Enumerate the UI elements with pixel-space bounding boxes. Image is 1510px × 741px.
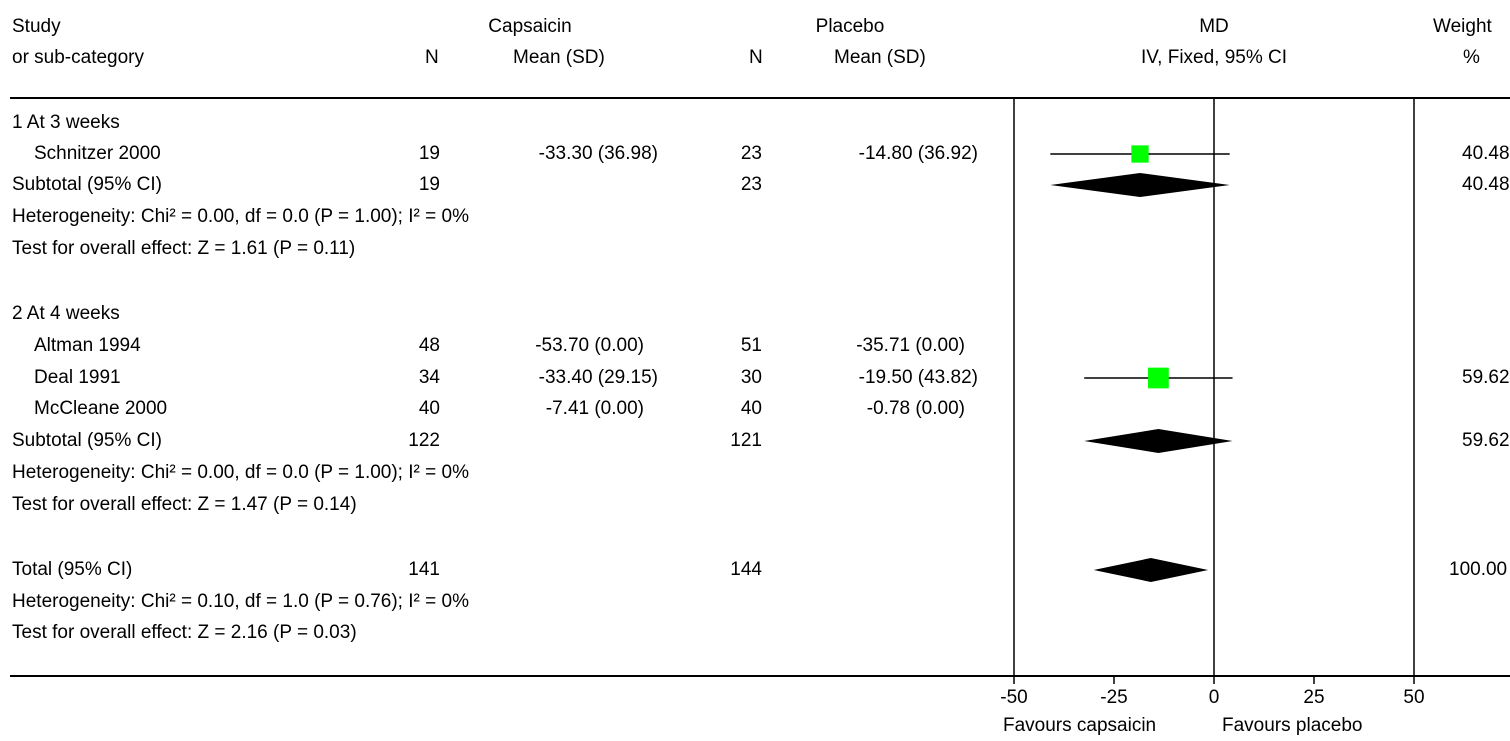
subgroup-title: 1 At 3 weeks bbox=[12, 112, 120, 133]
control-mean-sd: -14.80 (36.92) bbox=[858, 143, 978, 164]
x-tick-label: -25 bbox=[1100, 687, 1127, 708]
md-method-header: IV, Fixed, 95% CI bbox=[1140, 47, 1288, 68]
study-name: Schnitzer 2000 bbox=[34, 143, 161, 164]
treatment-n: 48 bbox=[418, 335, 440, 356]
x-tick-label: 0 bbox=[1209, 687, 1220, 708]
treatment-mean-sd: -33.30 (36.98) bbox=[538, 143, 658, 164]
overall-effect-text: Test for overall effect: Z = 2.16 (P = 0… bbox=[12, 622, 357, 643]
heterogeneity-text: Heterogeneity: Chi² = 0.00, df = 0.0 (P … bbox=[12, 462, 469, 483]
weight-header: Weight bbox=[1433, 16, 1492, 37]
subgroup-title: 2 At 4 weeks bbox=[12, 303, 120, 324]
x-tick-label: -50 bbox=[1000, 687, 1027, 708]
control-mean-sd: -19.50 (43.82) bbox=[858, 367, 978, 388]
pooled-effect-diamond bbox=[1084, 429, 1233, 453]
treatment-n: 34 bbox=[418, 367, 440, 388]
x-tick-label: 50 bbox=[1403, 687, 1424, 708]
study-name: Deal 1991 bbox=[34, 367, 121, 388]
favours-treatment-label: Favours capsaicin bbox=[1003, 715, 1157, 736]
control-n: 121 bbox=[730, 430, 762, 451]
md-header: MD bbox=[1199, 16, 1229, 37]
control-mean-sd: -0.78 (0.00) bbox=[866, 398, 965, 419]
control-group-header: Placebo bbox=[815, 16, 885, 37]
control-mean-header: Mean (SD) bbox=[834, 47, 926, 68]
study-name: Altman 1994 bbox=[34, 335, 141, 356]
treatment-mean-header: Mean (SD) bbox=[513, 47, 605, 68]
study-effect-marker bbox=[1148, 367, 1169, 389]
weight-value: 59.62 bbox=[1462, 430, 1510, 451]
control-n: 23 bbox=[740, 174, 762, 195]
control-n: 40 bbox=[740, 398, 762, 419]
control-mean-sd: -35.71 (0.00) bbox=[856, 335, 965, 356]
weight-value: 100.00 bbox=[1449, 559, 1508, 580]
treatment-n: 40 bbox=[418, 398, 440, 419]
overall-effect-text: Test for overall effect: Z = 1.61 (P = 0… bbox=[12, 238, 356, 259]
total-label: Total (95% CI) bbox=[12, 559, 133, 580]
pooled-effect-diamond bbox=[1050, 173, 1230, 197]
treatment-n: 19 bbox=[418, 174, 440, 195]
weight-value: 40.48 bbox=[1462, 143, 1510, 164]
pooled-effect-diamond bbox=[1093, 558, 1209, 582]
control-n: 51 bbox=[740, 335, 762, 356]
heterogeneity-text: Heterogeneity: Chi² = 0.10, df = 1.0 (P … bbox=[12, 591, 469, 612]
treatment-n: 19 bbox=[418, 143, 440, 164]
heterogeneity-text: Heterogeneity: Chi² = 0.00, df = 0.0 (P … bbox=[12, 206, 469, 227]
favours-control-label: Favours placebo bbox=[1222, 715, 1363, 736]
treatment-n-header: N bbox=[425, 47, 439, 68]
subtotal-label: Subtotal (95% CI) bbox=[12, 430, 162, 451]
study-header: Study bbox=[12, 16, 61, 37]
treatment-group-header: Capsaicin bbox=[488, 16, 572, 37]
treatment-mean-sd: -33.40 (29.15) bbox=[538, 367, 658, 388]
subtotal-label: Subtotal (95% CI) bbox=[12, 174, 162, 195]
subcategory-header: or sub-category bbox=[12, 47, 145, 68]
footer-rule bbox=[10, 675, 1510, 677]
study-name: McCleane 2000 bbox=[34, 398, 168, 419]
header-rule bbox=[10, 97, 1510, 99]
treatment-mean-sd: -53.70 (0.00) bbox=[535, 335, 644, 356]
treatment-n: 141 bbox=[408, 559, 440, 580]
control-n: 144 bbox=[730, 559, 762, 580]
control-n: 23 bbox=[740, 143, 762, 164]
weight-value: 59.62 bbox=[1462, 367, 1510, 388]
study-effect-marker bbox=[1131, 145, 1149, 163]
control-n-header: N bbox=[749, 47, 763, 68]
x-tick-label: 25 bbox=[1303, 687, 1324, 708]
weight-unit-header: % bbox=[1463, 47, 1480, 68]
control-n: 30 bbox=[740, 367, 762, 388]
treatment-n: 122 bbox=[408, 430, 440, 451]
treatment-mean-sd: -7.41 (0.00) bbox=[545, 398, 644, 419]
weight-value: 40.48 bbox=[1462, 174, 1510, 195]
overall-effect-text: Test for overall effect: Z = 1.47 (P = 0… bbox=[12, 494, 357, 515]
